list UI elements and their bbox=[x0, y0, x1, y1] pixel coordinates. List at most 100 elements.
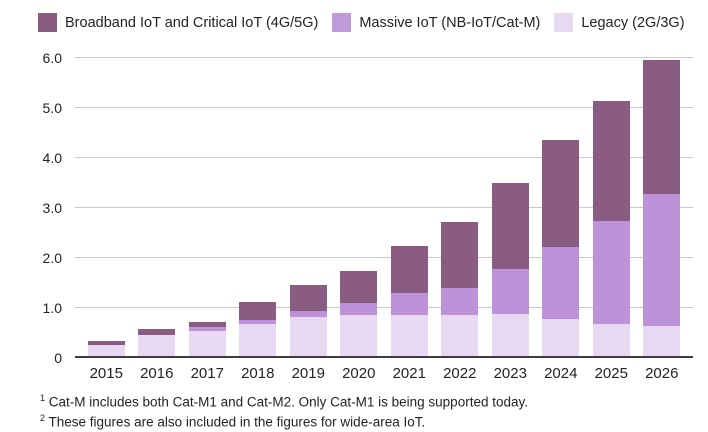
bar-segment bbox=[87, 344, 125, 357]
bar-segment bbox=[643, 326, 681, 357]
stacked-bar-2021 bbox=[390, 246, 428, 357]
bar-segment bbox=[592, 323, 630, 357]
y-tick-label: 3.0 bbox=[42, 200, 62, 216]
y-tick-label: 0 bbox=[54, 350, 62, 366]
bar-segment bbox=[138, 334, 176, 357]
legend-label: Massive IoT (NB-IoT/Cat-M) bbox=[359, 14, 541, 31]
bar-slot-2024 bbox=[536, 57, 587, 357]
bar-segment bbox=[491, 183, 529, 269]
bar-slot-2019 bbox=[283, 57, 334, 357]
legend-swatch-icon bbox=[38, 13, 57, 32]
stacked-bar-2024 bbox=[542, 139, 580, 357]
legend-item-1: Massive IoT (NB-IoT/Cat-M) bbox=[332, 13, 540, 32]
x-tick-label: 2023 bbox=[493, 365, 527, 382]
gridline bbox=[75, 307, 693, 308]
bar-segment bbox=[188, 330, 226, 357]
x-tick-label: 2024 bbox=[544, 365, 578, 382]
bar-segment bbox=[441, 314, 479, 357]
plot-area bbox=[75, 57, 693, 358]
bar-slot-2023 bbox=[485, 57, 536, 357]
footnotes: 1 Cat-M includes both Cat-M1 and Cat-M2.… bbox=[40, 392, 528, 432]
bar-segment bbox=[390, 315, 428, 357]
gridline bbox=[75, 257, 693, 258]
x-tick-label: 2015 bbox=[89, 365, 123, 382]
bar-segment bbox=[289, 310, 327, 317]
chart-legend: Broadband IoT and Critical IoT (4G/5G) Ma… bbox=[38, 13, 685, 32]
gridline bbox=[75, 57, 693, 58]
x-tick-label: 2020 bbox=[342, 365, 376, 382]
bar-segment bbox=[340, 314, 378, 357]
x-axis-labels: 2015 2016 2017 2018 2019 2020 2021 2022 2023 2024… bbox=[75, 365, 693, 382]
stacked-bar-2016 bbox=[138, 329, 176, 357]
y-tick-label: 5.0 bbox=[42, 100, 62, 116]
bar-slot-2021 bbox=[384, 57, 435, 357]
stacked-bar-2023 bbox=[491, 183, 529, 357]
bar-segment bbox=[289, 316, 327, 357]
stacked-bar-2018 bbox=[239, 302, 277, 357]
bar-segment bbox=[390, 246, 428, 293]
bar-slot-2025 bbox=[586, 57, 637, 357]
bar-segment bbox=[592, 100, 630, 221]
bar-segment bbox=[340, 271, 378, 303]
stacked-bar-2025 bbox=[592, 100, 630, 357]
bar-slot-2016 bbox=[132, 57, 183, 357]
bar-slot-2015 bbox=[81, 57, 132, 357]
stacked-bar-2015 bbox=[87, 341, 125, 357]
legend-label: Legacy (2G/3G) bbox=[581, 14, 685, 31]
bar-slot-2022 bbox=[435, 57, 486, 357]
bar-segment bbox=[390, 293, 428, 315]
gridline bbox=[75, 107, 693, 108]
bar-segment bbox=[188, 327, 226, 331]
gridline bbox=[75, 157, 693, 158]
legend-swatch-icon bbox=[554, 13, 574, 32]
bar-slot-2020 bbox=[334, 57, 385, 357]
bar-segment bbox=[441, 221, 479, 288]
bar-segment bbox=[239, 319, 277, 324]
bar-segment bbox=[289, 284, 327, 311]
bar-segment bbox=[491, 314, 529, 357]
stacked-bar-2022 bbox=[441, 221, 479, 357]
bar-segment bbox=[188, 321, 226, 327]
legend-swatch-icon bbox=[332, 13, 352, 32]
bar-segment bbox=[592, 221, 630, 324]
x-axis-line bbox=[75, 356, 693, 358]
x-tick-label: 2021 bbox=[392, 365, 426, 382]
y-tick-label: 2.0 bbox=[42, 250, 62, 266]
bar-segment bbox=[643, 59, 681, 194]
x-tick-label: 2025 bbox=[594, 365, 628, 382]
legend-label: Broadband IoT and Critical IoT (4G/5G) bbox=[65, 14, 319, 31]
bar-segment bbox=[138, 329, 176, 335]
bar-slot-2018 bbox=[233, 57, 284, 357]
bars-row bbox=[75, 57, 693, 357]
stacked-bar-2026 bbox=[643, 59, 681, 357]
legend-item-2: Legacy (2G/3G) bbox=[554, 13, 685, 32]
footnote-1: 1 Cat-M includes both Cat-M1 and Cat-M2.… bbox=[40, 393, 528, 410]
stacked-bar-2020 bbox=[340, 271, 378, 357]
x-tick-label: 2026 bbox=[645, 365, 679, 382]
bar-segment bbox=[239, 323, 277, 357]
x-tick-label: 2018 bbox=[241, 365, 275, 382]
stacked-bar-2017 bbox=[188, 321, 226, 357]
bar-segment bbox=[87, 341, 125, 345]
bar-segment bbox=[239, 302, 277, 320]
x-tick-label: 2022 bbox=[443, 365, 477, 382]
bar-segment bbox=[340, 303, 378, 315]
bar-segment bbox=[491, 268, 529, 314]
x-tick-label: 2017 bbox=[190, 365, 224, 382]
stacked-bar-2019 bbox=[289, 284, 327, 357]
legend-item-0: Broadband IoT and Critical IoT (4G/5G) bbox=[38, 13, 318, 32]
footnote-2: 2 These figures are also included in the… bbox=[40, 413, 426, 430]
bar-segment bbox=[542, 246, 580, 319]
bar-segment bbox=[542, 139, 580, 247]
gridline bbox=[75, 207, 693, 208]
y-tick-label: 1.0 bbox=[42, 300, 62, 316]
x-tick-label: 2016 bbox=[140, 365, 174, 382]
bar-segment bbox=[643, 193, 681, 326]
y-tick-label: 6.0 bbox=[42, 50, 62, 66]
y-tick-label: 4.0 bbox=[42, 150, 62, 166]
bar-slot-2017 bbox=[182, 57, 233, 357]
bar-segment bbox=[441, 288, 479, 315]
bar-slot-2026 bbox=[637, 57, 688, 357]
x-tick-label: 2019 bbox=[291, 365, 325, 382]
